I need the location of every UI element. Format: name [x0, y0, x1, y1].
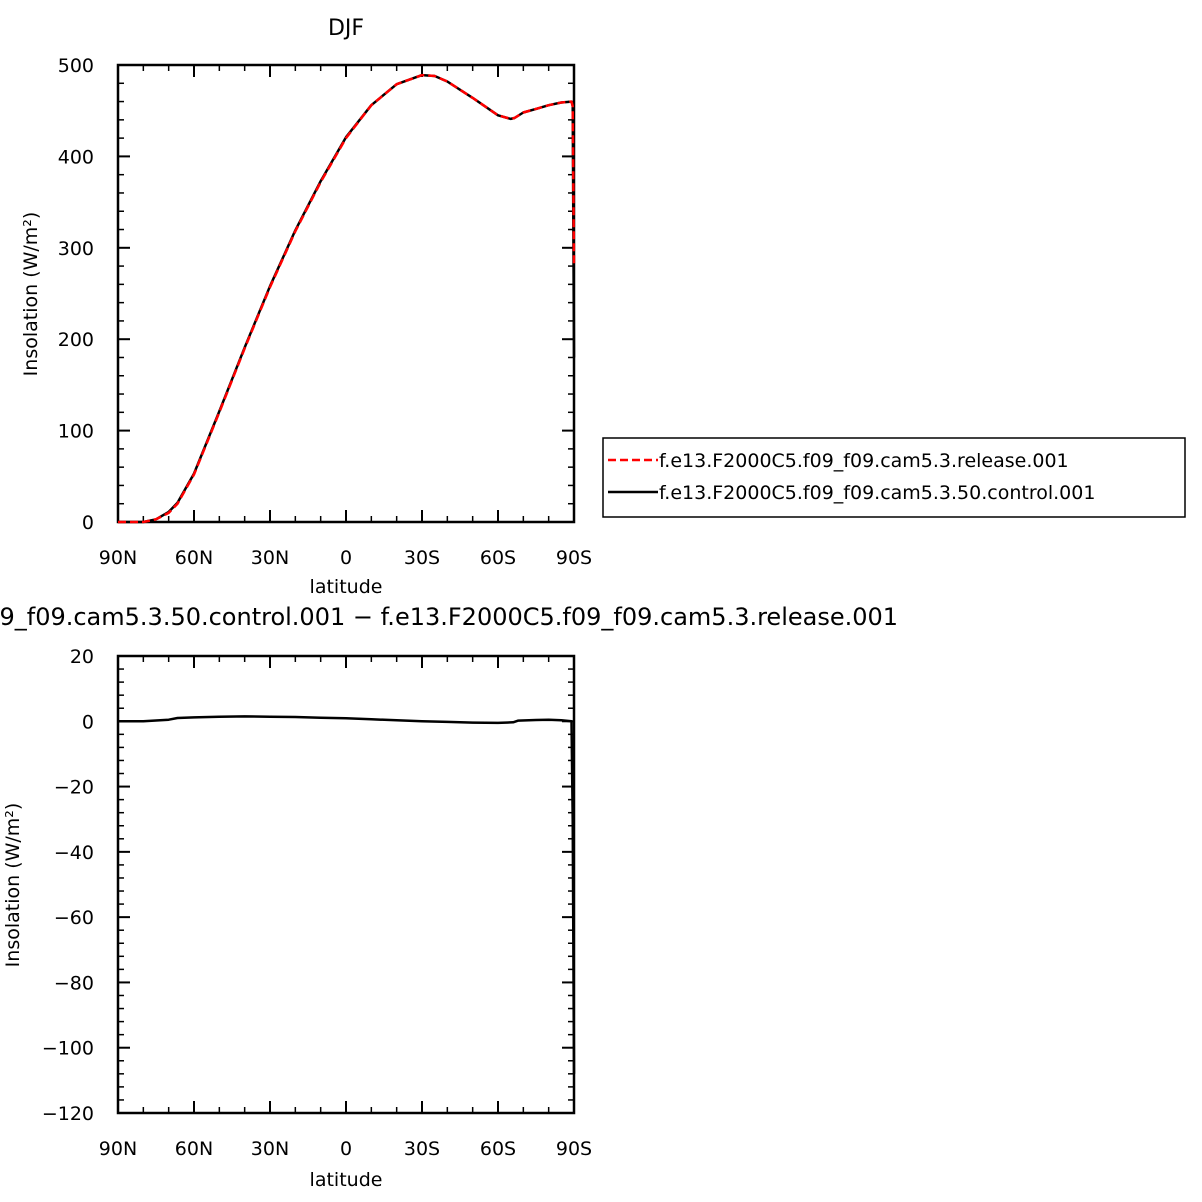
x-axis-label: latitude [310, 1169, 383, 1191]
y-tick-label: 100 [58, 421, 94, 443]
x-tick-label: 30S [404, 547, 440, 569]
y-tick-label: 0 [82, 711, 94, 733]
y-tick-label: −120 [42, 1103, 94, 1125]
x-tick-label: 90N [99, 547, 137, 569]
x-tick-label: 0 [340, 1138, 352, 1160]
chart-title: DJF [328, 16, 364, 41]
x-axis-label: latitude [310, 576, 383, 598]
legend-box [602, 437, 1186, 518]
x-tick-label: 60N [175, 1138, 213, 1160]
x-tick-label: 60S [480, 1138, 516, 1160]
series-line-0 [118, 73, 576, 524]
plot-frame [116, 63, 576, 524]
x-tick-label: 90N [99, 1138, 137, 1160]
y-tick-label: −40 [54, 842, 94, 864]
y-tick-label: −60 [54, 907, 94, 929]
y-tick-label: 500 [58, 55, 94, 77]
legend: f.e13.F2000C5.f09_f09.cam5.3.release.001… [602, 437, 1186, 518]
y-axis-label: Insolation (W/m²) [20, 212, 42, 377]
insolation-plot-area: 90N 60N 30N 0 30S 60S 90S 0 100 200 300 400 500 [58, 55, 592, 569]
plot-frame [116, 654, 576, 1115]
x-tick-label: 60N [175, 547, 213, 569]
y-tick-label: 200 [58, 329, 94, 351]
y-tick-label: −100 [42, 1038, 94, 1060]
y-tick-label: 0 [82, 512, 94, 534]
legend-label-control: f.e13.F2000C5.f09_f09.cam5.3.50.control.… [659, 482, 1095, 504]
difference-chart-title: f.e13.F2000C5.f09_f09.cam5.3.50.control.… [0, 603, 898, 631]
y-tick-label: 300 [58, 238, 94, 260]
y-axis-label: Insolation (W/m²) [2, 803, 24, 968]
series-line-0 [118, 715, 576, 1074]
x-tick-label: 0 [340, 547, 352, 569]
legend-label-release: f.e13.F2000C5.f09_f09.cam5.3.release.001 [659, 450, 1069, 472]
x-tick-label: 90S [556, 547, 592, 569]
y-tick-label: 400 [58, 146, 94, 168]
x-tick-label: 90S [556, 1138, 592, 1160]
series-line-1 [118, 73, 576, 524]
y-tick-label: 20 [70, 646, 94, 668]
insolation-chart: DJF 90N 60N 30N 0 30S 60S 90S0100200300400500 … [20, 16, 1186, 598]
y-tick-label: −20 [54, 777, 94, 799]
difference-chart: f.e13.F2000C5.f09_f09.cam5.3.50.control.… [0, 603, 898, 1191]
x-tick-label: 30N [251, 547, 289, 569]
x-tick-label: 30N [251, 1138, 289, 1160]
difference-plot-area: 90N 60N 30N 0 30S 60S 90S −120 −100 −80 −60 −40 −20 0… [42, 646, 592, 1160]
x-tick-label: 30S [404, 1138, 440, 1160]
x-tick-label: 60S [480, 547, 516, 569]
y-tick-label: −80 [54, 972, 94, 994]
